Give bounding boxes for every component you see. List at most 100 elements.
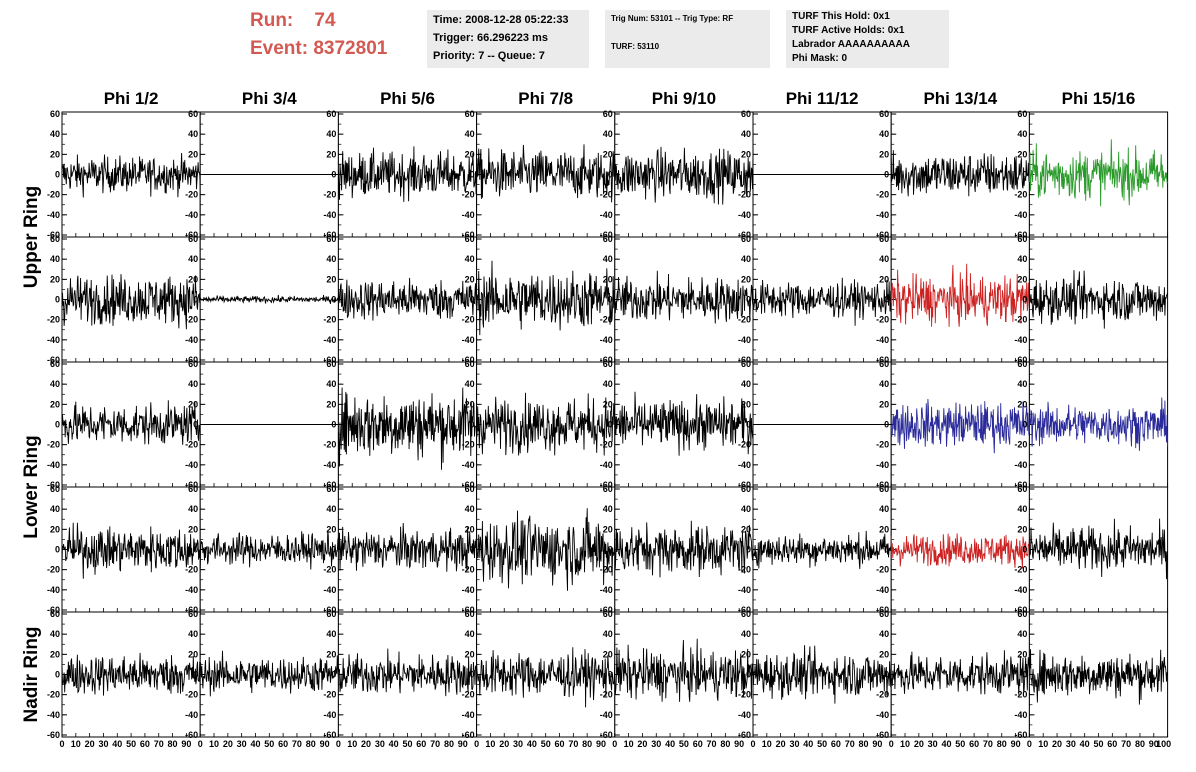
y-tick-label: 20 bbox=[741, 149, 751, 159]
x-tick-label: 90 bbox=[181, 739, 191, 749]
y-tick-label: 40 bbox=[188, 254, 198, 264]
waveform-trace bbox=[614, 391, 754, 456]
y-tick-label: -20 bbox=[185, 690, 198, 700]
time-trigger-box: Time: 2008-12-28 05:22:33 Trigger: 66.29… bbox=[427, 10, 589, 68]
x-tick-label: 40 bbox=[527, 739, 537, 749]
x-tick-label: 40 bbox=[665, 739, 675, 749]
y-tick-label: 40 bbox=[741, 129, 751, 139]
y-tick-label: 40 bbox=[326, 129, 336, 139]
column-title: Phi 3/4 bbox=[242, 89, 297, 108]
y-tick-label: 40 bbox=[741, 629, 751, 639]
waveform-trace bbox=[1028, 649, 1169, 705]
y-tick-label: -60 bbox=[876, 605, 889, 615]
waveform-trace bbox=[752, 277, 892, 326]
y-tick-label: 20 bbox=[326, 399, 336, 409]
x-tick-label: 10 bbox=[900, 739, 910, 749]
y-tick-label: 60 bbox=[465, 234, 475, 244]
y-tick-label: 40 bbox=[50, 254, 60, 264]
y-tick-label: 20 bbox=[465, 399, 475, 409]
y-tick-label: 20 bbox=[188, 649, 198, 659]
x-tick-label: 80 bbox=[859, 739, 869, 749]
y-tick-label: 20 bbox=[465, 649, 475, 659]
y-tick-label: 20 bbox=[741, 399, 751, 409]
y-tick-label: 40 bbox=[603, 254, 613, 264]
y-tick-label: 0 bbox=[193, 295, 198, 305]
y-tick-label: 60 bbox=[741, 484, 751, 494]
y-tick-label: 40 bbox=[326, 254, 336, 264]
turf-status-box: TURF This Hold: 0x1 TURF Active Holds: 0… bbox=[786, 10, 949, 68]
y-tick-label: 0 bbox=[746, 295, 751, 305]
y-tick-label: -60 bbox=[323, 730, 336, 740]
column-title: Phi 13/14 bbox=[923, 89, 997, 108]
waveform-panel: -60 -40 -20 0 20 40 60 bbox=[323, 234, 478, 365]
y-tick-label: -20 bbox=[462, 565, 475, 575]
y-tick-label: 40 bbox=[326, 379, 336, 389]
y-tick-label: -40 bbox=[185, 585, 198, 595]
y-tick-label: 20 bbox=[603, 149, 613, 159]
y-tick-label: 60 bbox=[50, 109, 60, 119]
y-tick-label: 40 bbox=[603, 504, 613, 514]
x-tick-label: 50 bbox=[1093, 739, 1103, 749]
y-tick-label: 20 bbox=[879, 149, 889, 159]
waveform-panel: -60 -40 -20 0 20 40 60 bbox=[1014, 609, 1169, 740]
y-tick-label: 20 bbox=[326, 149, 336, 159]
y-tick-label: -40 bbox=[462, 585, 475, 595]
waveform-trace bbox=[337, 146, 478, 202]
y-tick-label: 60 bbox=[879, 234, 889, 244]
y-tick-label: 60 bbox=[50, 609, 60, 619]
y-tick-label: 40 bbox=[50, 504, 60, 514]
y-tick-label: 0 bbox=[470, 420, 475, 430]
y-tick-label: 0 bbox=[331, 170, 336, 180]
x-tick-label: 60 bbox=[555, 739, 565, 749]
y-tick-label: 60 bbox=[465, 359, 475, 369]
y-tick-label: 40 bbox=[879, 504, 889, 514]
waveform-trace bbox=[337, 277, 478, 321]
x-tick-label: 50 bbox=[541, 739, 551, 749]
y-tick-label: 40 bbox=[465, 129, 475, 139]
y-tick-label: 0 bbox=[746, 170, 751, 180]
x-tick-label: 30 bbox=[98, 739, 108, 749]
y-tick-label: -60 bbox=[185, 730, 198, 740]
x-tick-label: 80 bbox=[997, 739, 1007, 749]
y-tick-label: 60 bbox=[1017, 234, 1027, 244]
waveform-panel: -60 -40 -20 0 20 40 60 bbox=[1014, 234, 1169, 365]
y-tick-label: -40 bbox=[47, 585, 60, 595]
y-tick-label: 60 bbox=[326, 234, 336, 244]
y-tick-label: 60 bbox=[326, 484, 336, 494]
phi-mask-text: Phi Mask: 0 bbox=[792, 53, 848, 64]
y-tick-label: -60 bbox=[876, 355, 889, 365]
y-tick-label: 60 bbox=[50, 359, 60, 369]
x-tick-label: 10 bbox=[1038, 739, 1048, 749]
y-tick-label: 20 bbox=[879, 649, 889, 659]
y-tick-label: 60 bbox=[603, 109, 613, 119]
row-group-title: Nadir Ring bbox=[21, 626, 42, 722]
column-title: Phi 15/16 bbox=[1062, 89, 1136, 108]
x-tick-label: 60 bbox=[140, 739, 150, 749]
y-tick-label: -60 bbox=[462, 730, 475, 740]
y-tick-label: 60 bbox=[603, 609, 613, 619]
y-tick-label: 20 bbox=[50, 274, 60, 284]
priority-text: Priority: 7 -- Queue: 7 bbox=[433, 50, 545, 62]
y-tick-label: 0 bbox=[193, 545, 198, 555]
y-tick-label: -20 bbox=[876, 565, 889, 575]
column-title: Phi 11/12 bbox=[786, 89, 859, 108]
y-tick-label: 0 bbox=[608, 670, 613, 680]
y-tick-label: -20 bbox=[323, 315, 336, 325]
y-tick-label: 60 bbox=[188, 359, 198, 369]
x-tick-label: 0 bbox=[336, 739, 341, 749]
y-tick-label: 20 bbox=[879, 274, 889, 284]
waveform-panel: -60 -40 -20 0 20 40 60 bbox=[185, 234, 339, 365]
y-tick-label: -40 bbox=[1014, 710, 1027, 720]
turf-active-holds-text: TURF Active Holds: 0x1 bbox=[792, 25, 905, 36]
y-tick-label: -20 bbox=[185, 190, 198, 200]
y-tick-label: 40 bbox=[879, 254, 889, 264]
y-tick-label: 0 bbox=[193, 170, 198, 180]
y-tick-label: 20 bbox=[603, 274, 613, 284]
x-tick-label: 40 bbox=[389, 739, 399, 749]
x-tick-label: 0 bbox=[198, 739, 203, 749]
y-tick-label: 40 bbox=[1017, 379, 1027, 389]
x-tick-label: 80 bbox=[582, 739, 592, 749]
y-tick-label: -60 bbox=[462, 605, 475, 615]
y-tick-label: -60 bbox=[185, 480, 198, 490]
waveform-panel: -60 -40 -20 0 20 40 60 bbox=[600, 109, 754, 240]
